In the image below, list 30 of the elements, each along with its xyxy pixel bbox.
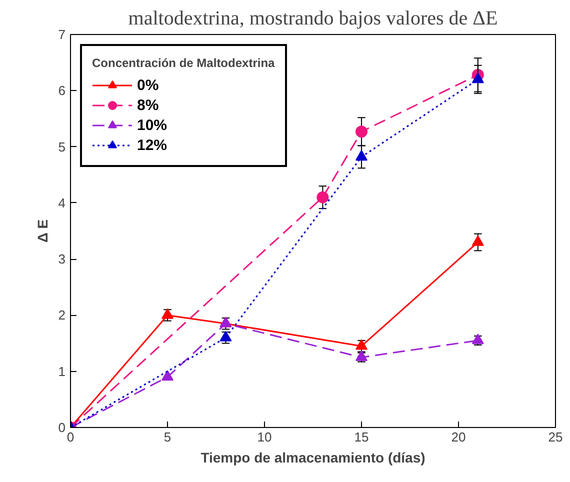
- y-tick-label: 7: [58, 27, 66, 42]
- x-tick-label: 20: [451, 430, 466, 444]
- y-tick-label: 2: [58, 308, 66, 323]
- x-tick-label: 5: [164, 430, 172, 444]
- legend-label: 8%: [137, 96, 159, 114]
- x-tick-label: 15: [354, 430, 369, 444]
- y-tick-label: 6: [58, 83, 66, 98]
- legend-label: 10%: [137, 116, 168, 134]
- y-tick-label: 4: [58, 195, 66, 210]
- y-axis-title: Δ E: [34, 219, 50, 243]
- legend-title: Concentración de Maltodextrina: [92, 56, 275, 70]
- x-tick-label: 10: [257, 430, 272, 444]
- x-axis-title: Tiempo de almacenamiento (días): [200, 450, 426, 466]
- point: [356, 150, 368, 161]
- point: [472, 235, 484, 246]
- point: [356, 339, 368, 350]
- y-tick-label: 5: [58, 139, 66, 154]
- point: [220, 330, 232, 342]
- point: [356, 126, 368, 138]
- y-tick-label: 1: [58, 364, 66, 379]
- text: maltodextrina, mostrando bajos valores de ΔE: [128, 8, 498, 30]
- point: [316, 191, 329, 204]
- point: [162, 370, 174, 381]
- legend-label: 0%: [137, 76, 159, 94]
- point: [162, 308, 174, 319]
- point: [472, 72, 484, 84]
- x-tick-label: 25: [548, 430, 563, 444]
- y-tick-label: 0: [58, 420, 66, 435]
- y-tick-label: 3: [58, 252, 66, 267]
- legend-label: 12%: [137, 136, 168, 154]
